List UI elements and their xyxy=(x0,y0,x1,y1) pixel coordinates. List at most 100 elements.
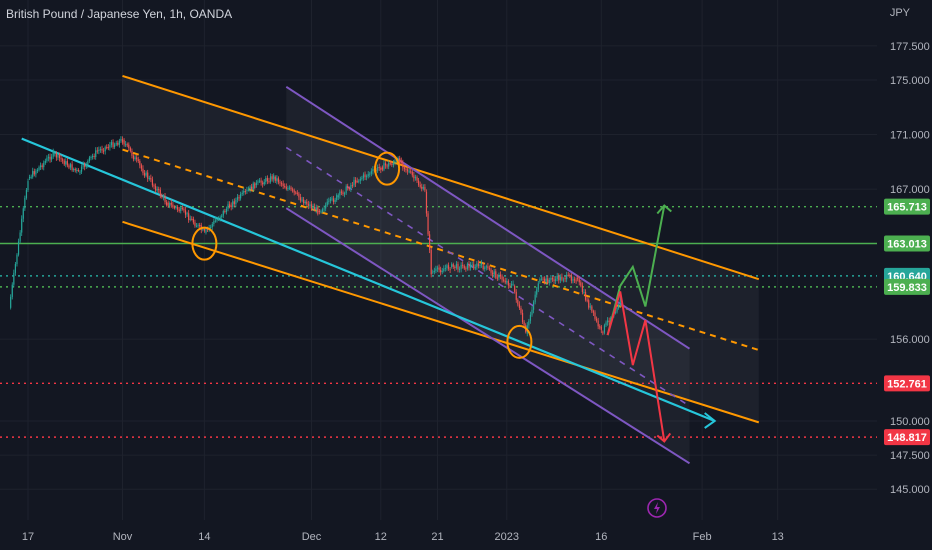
candle-body xyxy=(550,277,552,280)
candle-body xyxy=(340,191,343,193)
candle-body xyxy=(68,165,70,168)
candle-body xyxy=(384,163,387,166)
candle-body xyxy=(73,169,75,171)
candle-body xyxy=(125,144,127,146)
candle-body xyxy=(310,204,313,208)
candle-body xyxy=(178,209,180,212)
candle-body xyxy=(507,281,509,286)
candle-body xyxy=(255,182,257,186)
candle-body xyxy=(616,308,618,312)
candle-body xyxy=(98,149,100,151)
candle-body xyxy=(17,241,20,255)
candle-body xyxy=(161,195,163,198)
candle-body xyxy=(410,171,412,173)
candle-body xyxy=(573,279,576,281)
symbol-title[interactable]: British Pound / Japanese Yen, 1h, OANDA xyxy=(6,7,233,21)
candle-body xyxy=(296,192,298,194)
candle-body xyxy=(482,265,484,269)
candle-body xyxy=(129,148,131,151)
price-badge-text: 163.013 xyxy=(887,239,927,251)
candle-body xyxy=(364,174,366,178)
candle-body xyxy=(460,264,462,269)
candle-body xyxy=(540,278,543,280)
candle-body xyxy=(381,167,383,170)
candle-body xyxy=(580,282,582,286)
candle-body xyxy=(49,156,51,160)
candle-body xyxy=(465,268,467,270)
candle-body xyxy=(274,176,276,181)
candle-body xyxy=(485,266,487,268)
candle-body xyxy=(392,163,394,165)
candle-body xyxy=(506,281,508,283)
candle-body xyxy=(210,226,212,228)
candle-body xyxy=(449,268,451,270)
candle-body xyxy=(173,207,176,209)
candle-body xyxy=(466,263,469,269)
candle-body xyxy=(436,267,439,269)
candle-body xyxy=(447,265,450,269)
candle-body xyxy=(107,147,109,149)
teal-arrowhead xyxy=(704,412,717,429)
candle-body xyxy=(175,207,177,209)
candle-body xyxy=(600,326,602,330)
candle-body xyxy=(403,167,406,169)
candle-body xyxy=(339,191,341,196)
candle-body xyxy=(356,180,358,182)
candle-body xyxy=(280,183,283,185)
x-tick-label: 21 xyxy=(431,531,443,543)
candle-body xyxy=(271,176,273,180)
candle-body xyxy=(103,150,105,152)
candle-body xyxy=(488,268,491,270)
candle-body xyxy=(65,161,67,165)
candle-body xyxy=(353,179,355,186)
candle-body xyxy=(230,205,232,208)
candle-body xyxy=(425,191,428,214)
candle-body xyxy=(545,278,547,282)
candle-body xyxy=(581,285,583,293)
candle-body xyxy=(561,276,563,280)
candle-body xyxy=(347,186,349,189)
candle-body xyxy=(162,196,165,198)
candle-body xyxy=(419,184,421,187)
candle-body xyxy=(217,219,220,221)
candle-body xyxy=(36,169,39,172)
price-badge-text: 159.833 xyxy=(887,282,927,294)
candle-body xyxy=(531,309,533,315)
candle-body xyxy=(358,180,360,182)
candle-body xyxy=(118,140,120,145)
candle-body xyxy=(487,266,489,269)
candle-body xyxy=(16,254,18,265)
candle-body xyxy=(126,144,128,146)
candle-body xyxy=(451,264,453,267)
price-badge-text: 148.817 xyxy=(887,432,927,444)
candle-body xyxy=(592,311,595,313)
candle-body xyxy=(528,320,530,326)
candle-body xyxy=(537,283,539,290)
candle-body xyxy=(446,265,448,268)
candle-body xyxy=(115,142,117,145)
candle-body xyxy=(469,265,472,268)
candle-body xyxy=(214,220,217,222)
candle-body xyxy=(51,156,53,160)
candle-body xyxy=(232,201,234,208)
candle-body xyxy=(79,171,81,173)
candle-body xyxy=(84,164,86,167)
candle-body xyxy=(21,218,23,233)
x-tick-label: Feb xyxy=(693,531,712,543)
candle-body xyxy=(169,203,171,206)
candle-body xyxy=(438,267,440,270)
price-badge-text: 152.761 xyxy=(887,378,927,390)
candle-body xyxy=(121,139,124,143)
candle-body xyxy=(342,192,344,195)
candle-body xyxy=(501,276,503,280)
candle-body xyxy=(317,207,319,214)
candle-body xyxy=(213,221,215,225)
candle-body xyxy=(558,275,560,281)
candle-body xyxy=(238,197,240,199)
lightning-icon[interactable] xyxy=(647,498,667,518)
candle-body xyxy=(139,161,141,166)
candle-body xyxy=(114,144,116,148)
candle-body xyxy=(145,172,147,176)
candle-body xyxy=(40,165,42,168)
